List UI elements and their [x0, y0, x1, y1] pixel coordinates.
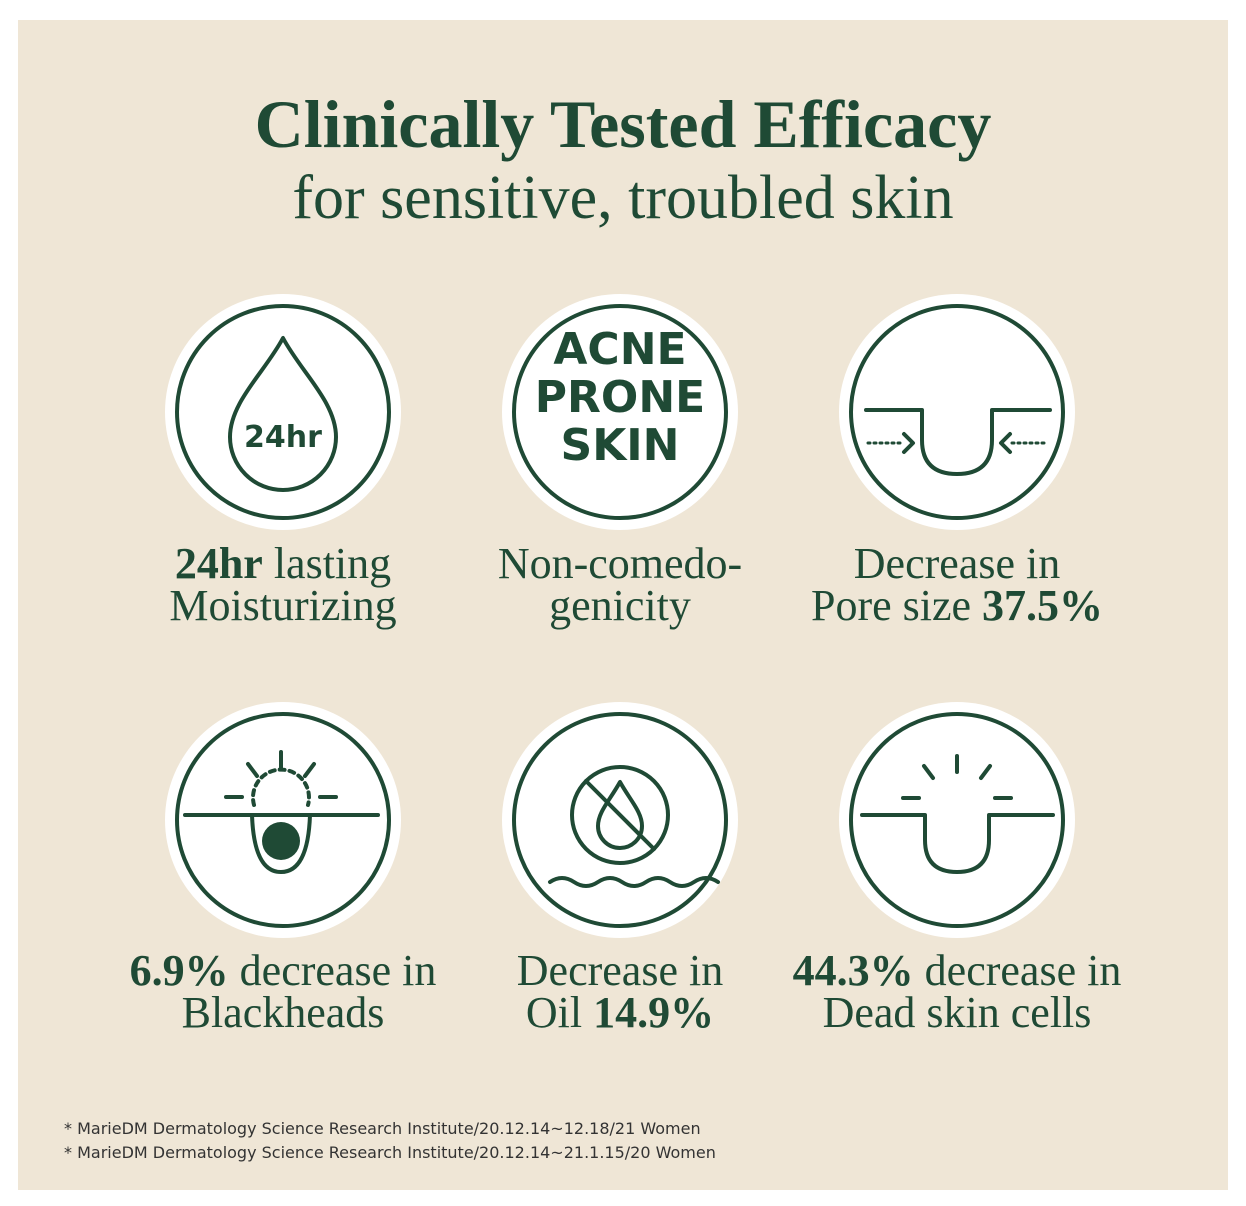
item-label: Oil 14.9% — [526, 988, 714, 1037]
item-label: Moisturizing — [169, 581, 396, 630]
label-segment: lasting — [274, 539, 391, 588]
item-label: Decrease in — [517, 946, 723, 995]
item-label: Non-comedo- — [498, 539, 742, 588]
icon-disc — [165, 294, 401, 530]
title: Clinically Tested Efficacy — [255, 86, 992, 162]
icon-disc — [502, 294, 738, 530]
label-segment: decrease in — [925, 946, 1122, 995]
icon-text: ACNE — [553, 324, 686, 375]
icon-disc — [502, 702, 738, 938]
dead-skin-icon — [860, 754, 1055, 874]
label-segment: Decrease in — [854, 539, 1060, 588]
icon-ring — [175, 712, 391, 928]
item-label: Decrease in — [854, 539, 1060, 588]
label-segment: 6.9% — [130, 946, 229, 995]
icon-ring — [849, 304, 1065, 520]
label-segment: Decrease in — [517, 946, 723, 995]
item-label: 6.9% decrease in — [130, 946, 437, 995]
item-label: Blackheads — [182, 988, 385, 1037]
label-segment: Blackheads — [182, 988, 385, 1037]
label-segment: 14.9% — [593, 988, 714, 1037]
icons — [165, 294, 1075, 938]
item-label: 24hr lasting — [175, 539, 391, 588]
icon-text: PRONE — [535, 372, 705, 423]
footnote: * MarieDM Dermatology Science Research I… — [64, 1119, 701, 1138]
item-label: 44.3% decrease in — [793, 946, 1122, 995]
label-segment: Pore size — [811, 581, 971, 630]
icon-disc — [839, 702, 1075, 938]
icon-ring — [175, 304, 391, 520]
icon-ring — [849, 712, 1065, 928]
label-segment: decrease in — [240, 946, 437, 995]
icon-text: SKIN — [561, 420, 680, 471]
blackhead-icon — [183, 750, 380, 874]
icon-text: 24hr — [244, 420, 322, 455]
oil-icon — [548, 765, 720, 888]
blackhead — [262, 822, 300, 860]
icon-ring — [512, 304, 728, 520]
subtitle: for sensitive, troubled skin — [292, 164, 953, 232]
drop-icon — [228, 336, 338, 492]
item-label: genicity — [549, 581, 691, 630]
icon-disc — [165, 702, 401, 938]
item-label: Dead skin cells — [823, 988, 1092, 1037]
icon-ring — [512, 712, 728, 928]
footnote: * MarieDM Dermatology Science Research I… — [64, 1143, 716, 1162]
label-segment: Non-comedo- — [498, 539, 742, 588]
label-segment: Dead skin cells — [823, 988, 1092, 1037]
label-segment: Moisturizing — [169, 581, 396, 630]
item-label: Pore size 37.5% — [811, 581, 1103, 630]
label-segment: 24hr — [175, 539, 263, 588]
label-segment: 37.5% — [982, 581, 1103, 630]
label-segment: genicity — [549, 581, 691, 630]
panel — [18, 20, 1228, 1190]
label-segment: 44.3% — [793, 946, 914, 995]
icon-disc — [839, 294, 1075, 530]
label-segment: Oil — [526, 988, 582, 1037]
pore-icon — [864, 408, 1052, 476]
